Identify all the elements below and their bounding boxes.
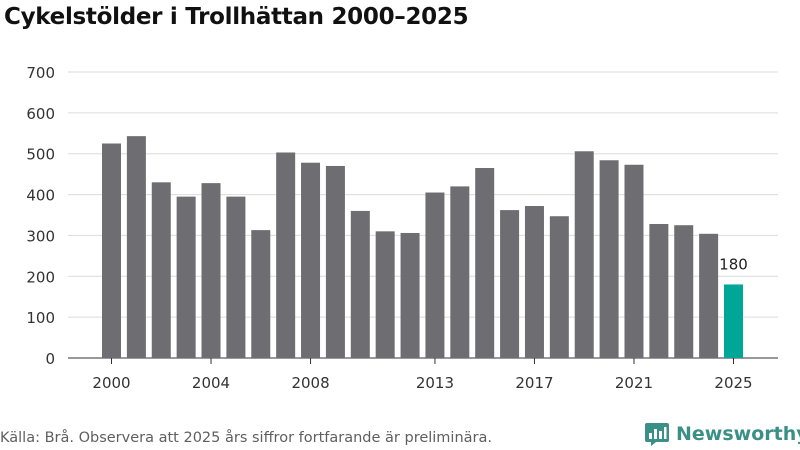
- bar-2017: [524, 206, 544, 358]
- x-tick-label: 2008: [291, 374, 329, 392]
- bar-2006: [251, 230, 271, 358]
- x-tick-label: 2000: [92, 374, 130, 392]
- brand-name: Newsworthy: [676, 423, 800, 445]
- bar-2009: [325, 165, 345, 358]
- bar-2001: [126, 136, 146, 358]
- x-tick-label: 2021: [615, 374, 653, 392]
- bar-2015: [475, 168, 495, 358]
- x-tick-label: 2004: [192, 374, 230, 392]
- y-tick-label: 600: [26, 105, 55, 123]
- bar-2004: [201, 183, 221, 358]
- bar-2018: [549, 216, 569, 358]
- brand-logo[interactable]: Newsworthy: [644, 420, 800, 448]
- x-tick-label: 2017: [515, 374, 553, 392]
- data-label-2025: 180: [719, 255, 748, 273]
- x-tick-label: 2025: [714, 374, 752, 392]
- y-tick-label: 500: [26, 146, 55, 164]
- bar-2007: [276, 152, 296, 358]
- bar-2013: [425, 192, 445, 358]
- bar-2022: [649, 223, 669, 358]
- bar-2012: [400, 232, 420, 358]
- bar-chart-logo-icon: [645, 423, 669, 446]
- bar-2014: [450, 186, 470, 358]
- bar-2003: [176, 196, 196, 358]
- bar-2011: [375, 231, 395, 358]
- bar-2025: [724, 284, 743, 358]
- y-tick-label: 400: [26, 187, 55, 205]
- bar-2021: [624, 164, 644, 358]
- bar-2008: [301, 162, 321, 358]
- gridlines: [68, 71, 778, 359]
- bar-2002: [151, 182, 171, 358]
- y-tick-label: 300: [26, 227, 55, 245]
- bars: [102, 136, 743, 358]
- bar-2005: [226, 196, 246, 358]
- x-axis-ticks: 2000 2004 2008 2013 2017 2021 2025: [92, 358, 753, 392]
- bar-2020: [599, 160, 619, 358]
- y-axis-ticks: 0 100 200 300 400 500 600 700: [26, 64, 55, 368]
- data-labels: 180: [719, 255, 748, 273]
- bar-2016: [500, 210, 520, 358]
- y-tick-label: 200: [26, 268, 55, 286]
- bar-2019: [574, 151, 594, 358]
- chart-title: Cykelstölder i Trollhättan 2000–2025: [4, 4, 469, 30]
- bar-2024: [699, 233, 719, 358]
- y-tick-label: 0: [45, 350, 55, 368]
- source-note: Källa: Brå. Observera att 2025 års siffr…: [0, 430, 492, 446]
- bar-2023: [674, 225, 694, 358]
- y-tick-label: 700: [26, 64, 55, 82]
- bar-2010: [350, 210, 370, 358]
- x-tick-label: 2013: [416, 374, 454, 392]
- y-tick-label: 100: [26, 309, 55, 327]
- bar-2000: [102, 143, 121, 358]
